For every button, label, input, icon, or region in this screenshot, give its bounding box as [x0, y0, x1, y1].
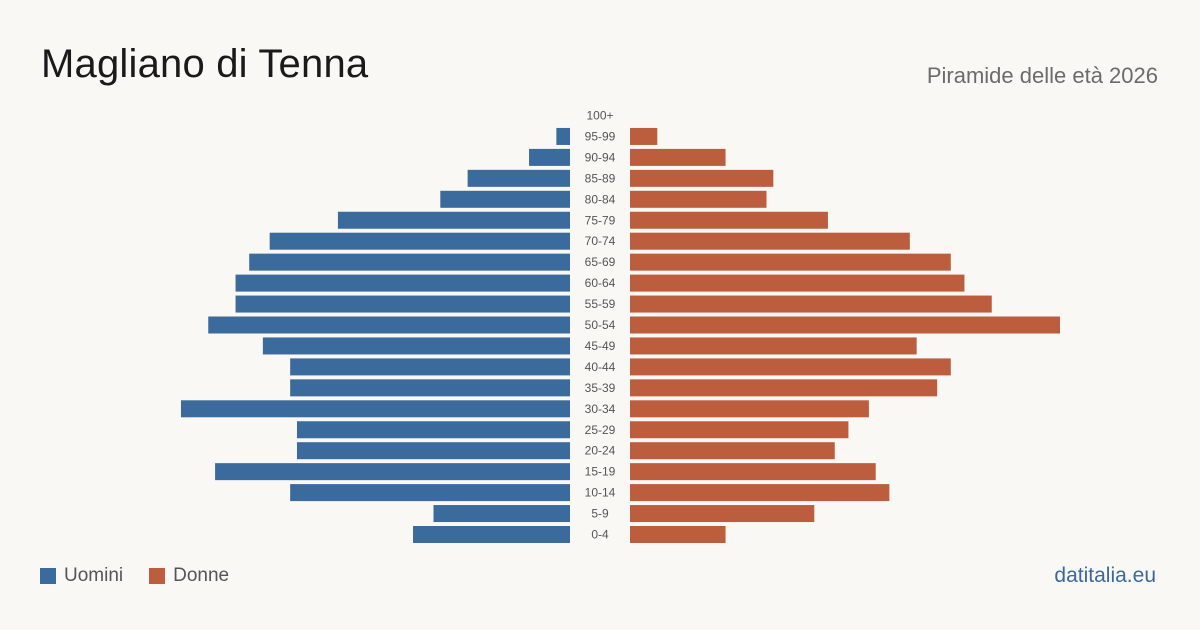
age-label-60-64: 60-64	[585, 276, 616, 290]
bar-women-90-94	[630, 148, 726, 166]
bar-women-15-19	[630, 463, 876, 481]
bar-men-90-94	[529, 148, 570, 166]
age-label-45-49: 45-49	[585, 339, 616, 353]
bar-men-25-29	[296, 421, 570, 439]
bar-women-45-49	[630, 337, 917, 355]
bar-men-75-79	[337, 211, 570, 229]
chart-subtitle: Piramide delle età 2026	[926, 63, 1158, 88]
age-label-30-34: 30-34	[585, 402, 616, 416]
age-label-55-59: 55-59	[585, 297, 616, 311]
bar-men-80-84	[440, 190, 570, 208]
bar-women-35-39	[630, 379, 938, 397]
chart-legend: Uomini Donne	[40, 565, 255, 587]
bar-men-65-69	[249, 253, 570, 271]
age-label-90-94: 90-94	[585, 150, 616, 164]
bar-women-30-34	[630, 400, 869, 418]
age-label-40-44: 40-44	[585, 360, 616, 374]
bar-men-10-14	[290, 484, 570, 502]
age-label-5-9: 5-9	[591, 507, 609, 521]
legend-label-men: Uomini	[64, 565, 124, 586]
bar-men-15-19	[215, 463, 571, 481]
age-label-100+: 100+	[586, 109, 613, 123]
bar-women-55-59	[630, 295, 992, 313]
bar-men-55-59	[235, 295, 571, 313]
bar-men-60-64	[235, 274, 571, 292]
bar-women-70-74	[630, 232, 910, 250]
population-pyramid-chart: 100+ 95-99 90-94 85-89 80-84 75-79 70-74 65-69 6…	[180, 109, 1060, 543]
bar-men-50-54	[208, 316, 570, 334]
bar-men-30-34	[180, 400, 570, 418]
men-bars	[180, 127, 571, 543]
bar-men-20-24	[296, 442, 570, 460]
bar-women-25-29	[630, 421, 849, 439]
legend-item-men: Uomini	[40, 565, 123, 587]
age-label-0-4: 0-4	[591, 528, 609, 542]
bar-men-95-99	[556, 127, 570, 145]
age-label-65-69: 65-69	[585, 255, 616, 269]
bar-men-35-39	[290, 379, 570, 397]
bar-women-65-69	[630, 253, 951, 271]
bar-women-60-64	[630, 274, 965, 292]
legend-item-women: Donne	[149, 565, 229, 587]
bar-men-85-89	[467, 169, 570, 187]
bar-men-5-9	[433, 505, 570, 523]
bar-women-95-99	[630, 127, 658, 145]
legend-swatch-women	[149, 568, 166, 584]
women-bars	[630, 127, 1060, 543]
age-label-75-79: 75-79	[585, 213, 616, 227]
age-label-85-89: 85-89	[585, 171, 616, 185]
age-label-80-84: 80-84	[585, 192, 616, 206]
bar-men-0-4	[413, 526, 570, 543]
brand-link[interactable]: datitalia.eu	[1054, 564, 1156, 587]
age-label-20-24: 20-24	[585, 444, 616, 458]
bar-men-40-44	[290, 358, 570, 376]
bar-women-75-79	[630, 211, 828, 229]
age-label-15-19: 15-19	[585, 465, 616, 479]
bar-women-85-89	[630, 169, 774, 187]
page-title: Magliano di Tenna	[41, 42, 369, 86]
bar-women-0-4	[630, 526, 726, 543]
age-label-35-39: 35-39	[585, 381, 616, 395]
bar-men-70-74	[269, 232, 570, 250]
age-label-70-74: 70-74	[585, 234, 616, 248]
bar-men-45-49	[262, 337, 570, 355]
bar-women-40-44	[630, 358, 951, 376]
age-label-25-29: 25-29	[585, 423, 616, 437]
legend-swatch-men	[40, 568, 56, 584]
bar-women-80-84	[630, 190, 767, 208]
bar-women-20-24	[630, 442, 835, 460]
age-label-10-14: 10-14	[585, 486, 616, 500]
legend-label-women: Donne	[173, 565, 230, 586]
bar-women-5-9	[630, 505, 815, 523]
bar-women-50-54	[630, 316, 1060, 334]
age-label-95-99: 95-99	[585, 129, 616, 143]
age-label-50-54: 50-54	[585, 318, 616, 332]
age-labels: 100+ 95-99 90-94 85-89 80-84 75-79 70-74 65-69 6…	[585, 109, 616, 542]
bar-women-10-14	[630, 484, 890, 502]
